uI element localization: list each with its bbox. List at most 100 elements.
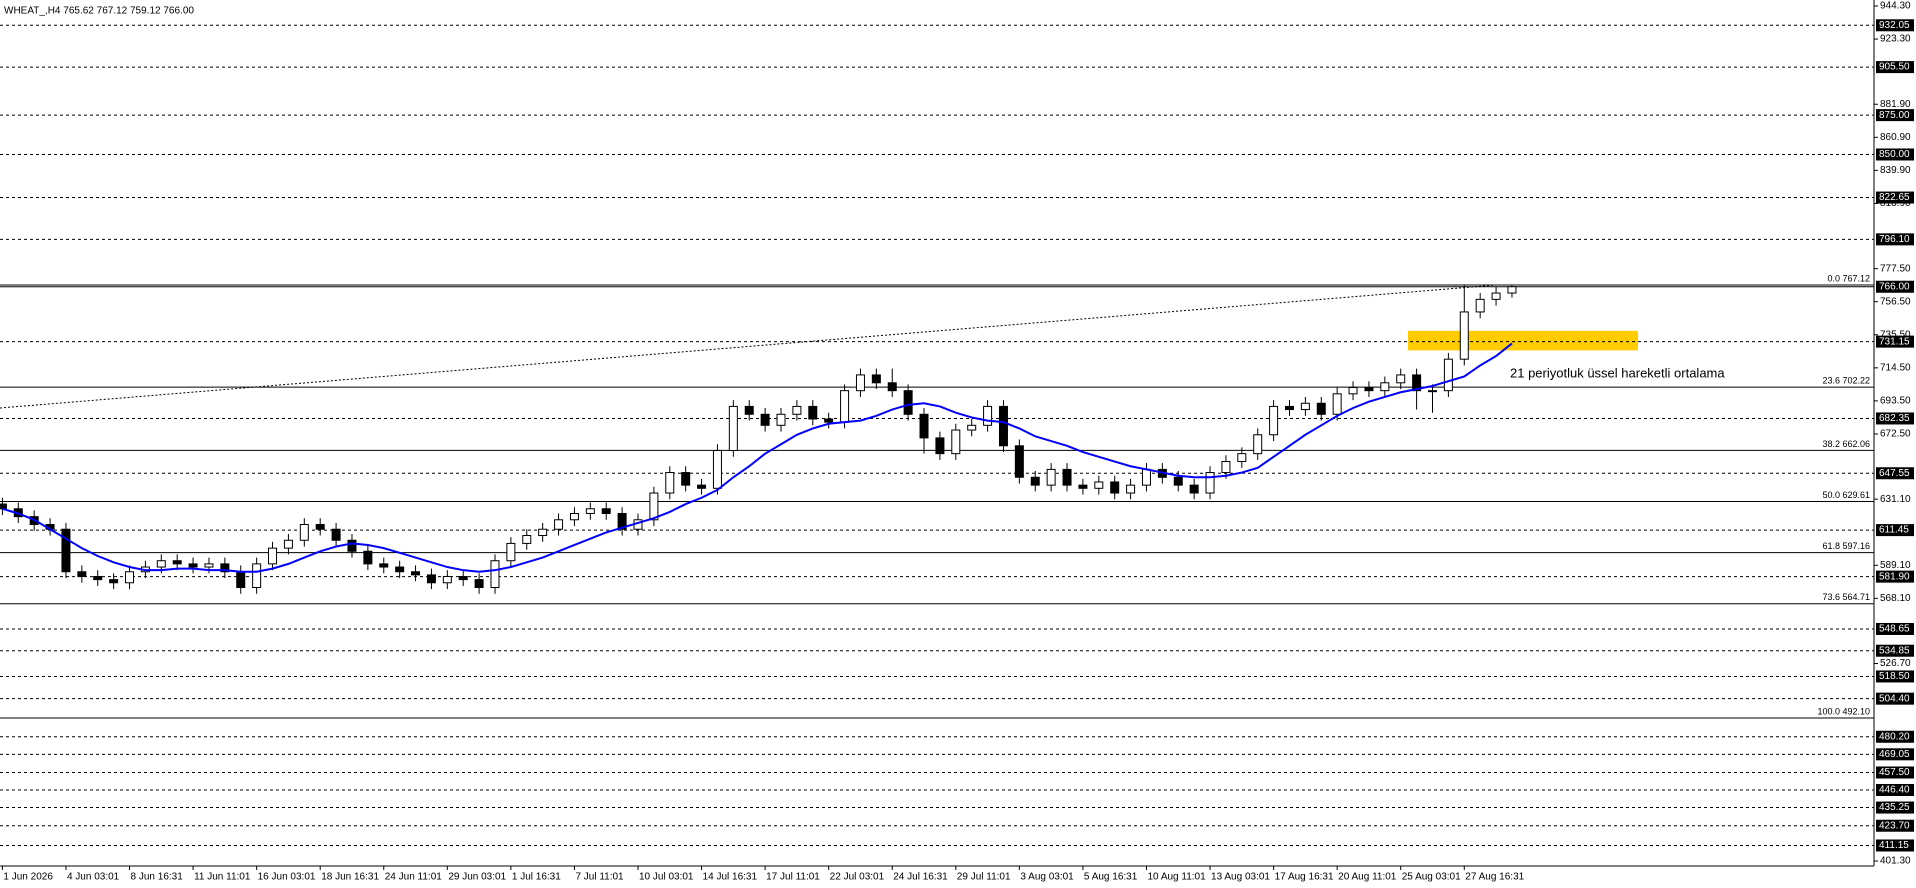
y-tick-label: 860.90 [1880,132,1911,143]
candle-body [935,437,945,455]
level-box [1876,233,1914,246]
candle-body [188,563,198,568]
fib-label: 100.0 492.10 [1817,706,1870,716]
level-box [1876,692,1914,705]
level-box [1876,839,1914,852]
level-box [1876,748,1914,761]
candle-body [1443,358,1453,392]
candle-body [855,374,865,392]
level-box [1876,109,1914,122]
candle-body [61,528,71,573]
candle-body [426,574,436,584]
level-label: 504.40 [1879,693,1910,704]
fib-label: 73.6 564.71 [1822,592,1870,602]
candle-body [283,539,293,549]
y-tick-label: 631.10 [1880,494,1911,505]
candle-body [1380,382,1390,392]
candle-body [871,374,881,384]
y-tick-label: 944.30 [1880,1,1911,12]
x-tick-label: 10 Aug 11:01 [1147,872,1206,883]
moving-average [2,342,1513,573]
candle-body [236,571,246,588]
candle-body [1173,476,1183,486]
candle-body [1428,390,1437,393]
x-tick-label: 10 Jul 03:01 [639,872,694,883]
level-label: 875.00 [1879,110,1910,121]
candle-body [824,418,834,423]
candle-body [1507,286,1517,294]
candle-body [1459,311,1469,360]
candle-body [1284,405,1294,411]
level-label: 534.85 [1879,645,1910,656]
level-box [1876,801,1914,814]
candle-body [760,413,770,426]
x-tick-label: 7 Jul 11:01 [575,872,624,883]
x-tick-label: 16 Jun 03:01 [258,872,316,883]
candle-body [728,405,738,452]
y-tick-label: 526.70 [1880,658,1911,669]
candle-body [712,450,722,489]
candle-body [1300,402,1310,411]
level-box [1876,766,1914,779]
candle-body [1014,445,1024,478]
x-tick-label: 25 Aug 03:01 [1402,872,1461,883]
level-box [1876,670,1914,683]
fib-label: 50.0 629.61 [1822,490,1870,500]
candle-body [125,571,135,584]
candle-body [1348,387,1358,395]
level-label: 796.10 [1879,234,1910,245]
candle-body [967,424,977,431]
candle-body [617,512,627,530]
candle-body [697,484,707,489]
price-label: 766.00 [1879,281,1910,292]
level-label: 581.90 [1879,571,1910,582]
candle-body [951,429,961,455]
candle-body [601,508,611,514]
level-box [1876,730,1914,743]
x-tick-label: 5 Aug 16:31 [1084,872,1138,883]
candle-body [411,571,421,576]
y-tick-label: 693.50 [1880,396,1911,407]
y-tick-label: 568.10 [1880,593,1911,604]
candle-body [458,575,468,581]
candle-body [347,539,357,552]
level-label: 480.20 [1879,731,1910,742]
candle-body [1094,481,1104,489]
x-tick-label: 1 Jul 16:31 [512,872,561,883]
candle-body [490,560,500,588]
candle-body [204,563,214,568]
candle-body [331,528,341,541]
fib-label: 0.0 767.12 [1827,273,1870,283]
candle-body [1396,374,1406,384]
fib-label: 23.6 702.22 [1822,376,1870,386]
level-box [1876,412,1914,425]
candle-body [554,519,564,530]
candle-body [983,405,993,426]
level-box [1876,148,1914,161]
candle-body [1269,405,1279,436]
candle-body [1078,484,1088,489]
level-label: 446.40 [1879,785,1910,796]
level-label: 822.65 [1879,192,1910,203]
candle-body [379,563,389,568]
fib-label: 38.2 662.06 [1822,439,1870,449]
candle-body [1030,476,1040,486]
candle-body [1253,434,1263,455]
chart-header: WHEAT_,H4 765.62 767.12 759.12 766.00 [4,6,194,17]
x-tick-label: 27 Aug 16:31 [1465,872,1524,883]
candle-body [1062,468,1072,486]
y-tick-label: 756.50 [1880,296,1911,307]
x-tick-label: 11 Jun 11:01 [194,872,251,883]
candle-body [776,413,786,426]
candle-body [1110,481,1120,494]
x-tick-label: 3 Aug 03:01 [1020,872,1074,883]
candle-body [538,528,548,537]
candle-body [1475,298,1485,313]
y-tick-label: 401.30 [1880,856,1911,867]
fib-label: 61.8 597.16 [1822,541,1870,551]
candle-body [569,512,579,521]
y-tick-label: 672.50 [1880,429,1911,440]
candle-body [887,382,897,392]
x-tick-label: 4 Jun 03:01 [67,872,120,883]
